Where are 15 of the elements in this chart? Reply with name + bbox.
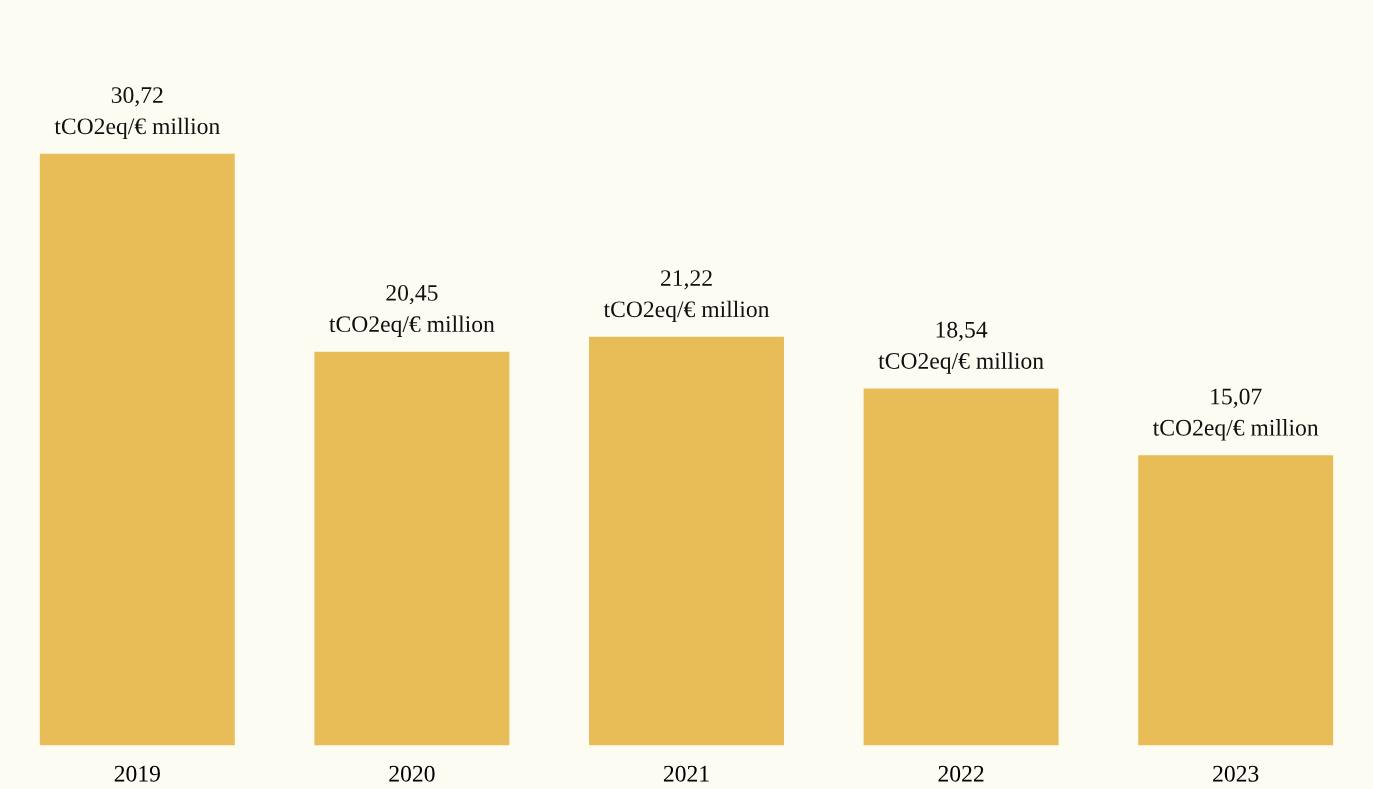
x-tick-label: 2023	[1213, 765, 1259, 782]
data-label: 30,72 tCO2eq/€ million	[54, 87, 220, 140]
x-tick-label: 2019	[114, 765, 160, 782]
x-tick-label: 2021	[663, 765, 709, 782]
data-label: 18,54 tCO2eq/€ million	[878, 321, 1044, 374]
x-tick-label: 2020	[389, 765, 435, 782]
bar	[1138, 455, 1334, 746]
bar	[39, 153, 235, 746]
data-label: 21,22 tCO2eq/€ million	[603, 270, 770, 323]
bar	[589, 336, 784, 746]
bar	[314, 351, 510, 746]
bar	[863, 388, 1059, 746]
x-tick-label: 2022	[938, 765, 984, 782]
data-label: 15,07 tCO2eq/€ million	[1152, 388, 1319, 441]
data-label: 20,45 tCO2eq/€ million	[329, 284, 495, 337]
